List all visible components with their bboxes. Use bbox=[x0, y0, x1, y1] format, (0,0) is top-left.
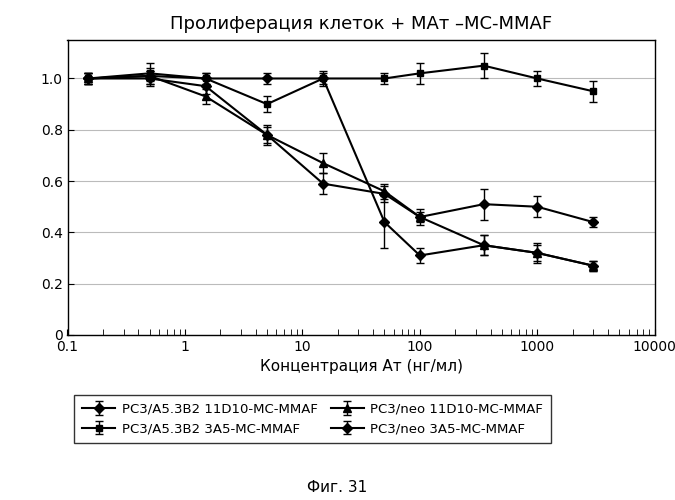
Title: Пролиферация клеток + МАт –MC-MMAF: Пролиферация клеток + МАт –MC-MMAF bbox=[170, 15, 552, 33]
Legend: PC3/A5.3B2 11D10-MC-MMAF, PC3/A5.3B2 3A5-MC-MMAF, PC3/neo 11D10-MC-MMAF, PC3/neo: PC3/A5.3B2 11D10-MC-MMAF, PC3/A5.3B2 3A5… bbox=[74, 394, 551, 443]
X-axis label: Концентрация Ат (нг/мл): Концентрация Ат (нг/мл) bbox=[260, 360, 462, 374]
Text: Фиг. 31: Фиг. 31 bbox=[307, 480, 368, 495]
